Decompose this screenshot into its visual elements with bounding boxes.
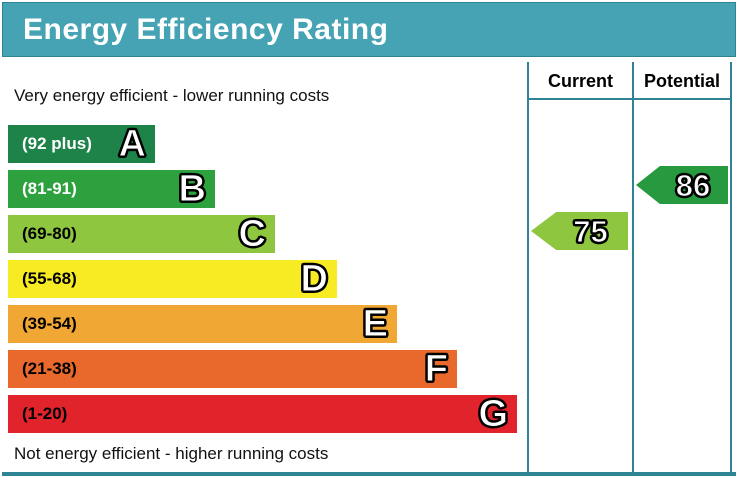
rating-band-f: (21-38) F (8, 348, 457, 390)
column-divider-left (527, 62, 529, 473)
header-underline (527, 98, 732, 100)
band-range-label: (39-54) (22, 314, 77, 333)
band-range-label: (69-80) (22, 224, 77, 243)
column-divider-right (730, 62, 732, 473)
rating-band-d: (55-68) D (8, 258, 337, 300)
rating-band-c: (69-80) C (8, 213, 275, 255)
top-note: Very energy efficient - lower running co… (14, 86, 330, 105)
bottom-note: Not energy efficient - higher running co… (14, 444, 329, 463)
band-letter: A (118, 123, 146, 165)
potential-rating-value: 86 (675, 167, 711, 203)
rating-band-b: (81-91) B (8, 168, 215, 210)
column-header-current: Current (547, 71, 613, 91)
rating-band-e: (39-54) E (8, 303, 397, 345)
page-title: Energy Efficiency Rating (23, 12, 389, 46)
column-divider-middle (632, 62, 634, 473)
potential-rating-arrow: 86 (636, 166, 728, 204)
current-rating-arrow: 75 (531, 212, 628, 250)
band-range-label: (81-91) (22, 179, 77, 198)
column-header-potential: Potential (643, 71, 720, 91)
band-range-label: (55-68) (22, 269, 77, 288)
rating-band-g: (1-20) G (8, 393, 517, 435)
band-letter: F (424, 348, 448, 390)
band-letter: G (478, 393, 509, 435)
band-range-label: (21-38) (22, 359, 77, 378)
band-range-label: (1-20) (22, 404, 68, 423)
title-bar: Energy Efficiency Rating (2, 2, 736, 57)
band-range-label: (92 plus) (22, 134, 92, 153)
current-rating-value: 75 (573, 213, 608, 249)
band-letter: E (362, 303, 388, 345)
band-letter: D (300, 258, 328, 300)
band-letter: C (238, 213, 266, 255)
band-letter: B (178, 168, 206, 210)
bottom-border-line (2, 472, 736, 476)
rating-band-a: (92 plus) A (8, 123, 155, 165)
